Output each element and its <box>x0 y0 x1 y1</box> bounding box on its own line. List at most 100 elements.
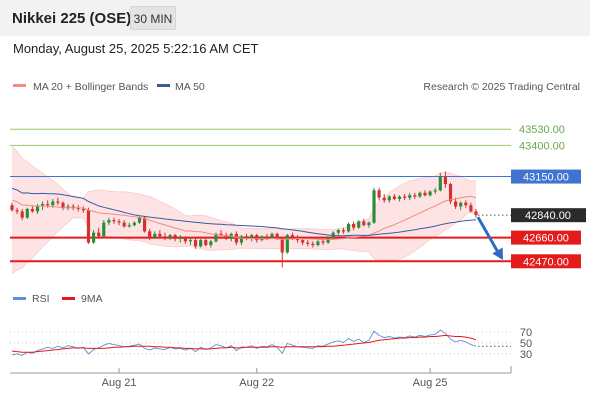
candle-body <box>219 233 223 236</box>
level-label-bg-2 <box>511 169 581 184</box>
candle-body <box>209 241 213 246</box>
candle-body <box>448 184 453 202</box>
candle-body <box>41 203 45 207</box>
interval-button[interactable]: 30 MIN <box>130 6 176 30</box>
candle-body <box>280 238 284 253</box>
candle-body <box>20 211 24 218</box>
candle-body <box>56 201 60 203</box>
rsi-tick-label: 30 <box>520 349 532 361</box>
candle-body <box>71 206 75 208</box>
candle-body <box>132 222 136 226</box>
rsi-legend-swatch <box>13 297 26 300</box>
ma50-line <box>11 187 477 237</box>
current-price-label: 42840.00 <box>525 210 571 222</box>
candle-body <box>30 208 34 212</box>
candle-body <box>413 195 417 197</box>
rsi-ma-legend-label: 9MA <box>81 293 103 305</box>
candle-body <box>204 240 208 246</box>
candle-body <box>438 176 442 191</box>
candle-body <box>107 220 111 223</box>
candle-body <box>142 217 147 232</box>
candle-body <box>66 206 70 208</box>
candle-body <box>311 243 315 246</box>
candle-body <box>15 210 19 212</box>
candle-body <box>326 237 330 243</box>
candle-body <box>46 203 50 206</box>
candle-body <box>173 235 177 239</box>
candle-body <box>244 236 249 238</box>
candle-body <box>122 222 126 227</box>
candle-body <box>250 235 254 238</box>
level-label-3: 42660.00 <box>523 233 569 245</box>
candle-body <box>127 225 131 227</box>
candle-body <box>346 223 351 232</box>
candle-body <box>433 190 437 192</box>
rsi-ma-line <box>11 334 477 353</box>
candle-body <box>51 201 55 206</box>
header-bar: Nikkei 225 (OSE) 30 MIN <box>0 0 590 36</box>
candle-body <box>81 208 85 211</box>
x-tick-label: Aug 21 <box>102 377 137 389</box>
candle-body <box>367 222 371 226</box>
candle-body <box>168 235 172 238</box>
candle-body <box>408 195 412 198</box>
ma50-legend-label: MA 50 <box>175 81 205 93</box>
level-label-bg-4 <box>511 254 581 269</box>
level-label-1: 43400.00 <box>519 140 565 152</box>
candle-body <box>316 241 320 246</box>
candle-body <box>285 235 289 253</box>
candle-body <box>148 231 152 238</box>
candle-body <box>392 196 396 199</box>
candle-body <box>423 192 427 196</box>
projection-arrow <box>476 216 503 261</box>
candle-body <box>102 222 106 237</box>
bollinger-band-area <box>12 146 476 274</box>
rsi-ma-legend-swatch <box>62 297 75 300</box>
rsi-line <box>11 329 477 356</box>
candle-body <box>265 236 269 238</box>
candle-body <box>362 221 366 226</box>
candle-body <box>306 242 310 244</box>
candle-body <box>301 240 305 243</box>
price-panel: 43530.00 43400.00 43150.00 42660.00 42470.00… <box>10 124 586 275</box>
ma20-legend-label: MA 20 + Bollinger Bands <box>33 81 148 93</box>
candle-body <box>117 221 121 223</box>
bollinger-upper-line <box>11 146 477 230</box>
candle-body <box>86 210 91 243</box>
projection-arrow-shaft <box>476 216 501 255</box>
ma50-legend-swatch <box>157 84 170 87</box>
candle-body <box>464 202 468 206</box>
candle-body <box>459 202 463 207</box>
candle-body <box>474 211 478 216</box>
candle-body <box>290 235 295 238</box>
candle-body <box>469 205 473 212</box>
ma20-line <box>11 195 477 241</box>
candle-body <box>382 197 386 201</box>
candle-body <box>137 217 142 223</box>
level-label-bg-3 <box>511 230 581 245</box>
candle-body <box>397 196 402 199</box>
candle-body <box>377 190 381 198</box>
candle-body <box>321 241 325 243</box>
rsi-legend: RSI 9MA <box>13 293 103 305</box>
candle-body <box>418 192 422 197</box>
candle-body <box>25 208 29 218</box>
candle-body <box>239 236 244 243</box>
level-label-4: 42470.00 <box>523 256 569 268</box>
x-tick-label: Aug 22 <box>239 377 274 389</box>
candle-body <box>112 220 116 222</box>
ma20-legend-swatch <box>13 84 26 87</box>
candle-body <box>183 237 187 242</box>
candle-body <box>35 206 40 212</box>
candle-body <box>341 230 346 232</box>
projection-arrow-head <box>492 247 503 261</box>
candle-body <box>10 205 14 211</box>
candle-body <box>224 235 228 239</box>
candle-body <box>97 232 101 237</box>
candle-body <box>188 240 193 242</box>
candle-body <box>255 235 259 241</box>
candle-body <box>352 223 356 228</box>
price-legend: MA 20 + Bollinger Bands MA 50 Research ©… <box>13 81 580 93</box>
candle-body <box>163 236 167 238</box>
